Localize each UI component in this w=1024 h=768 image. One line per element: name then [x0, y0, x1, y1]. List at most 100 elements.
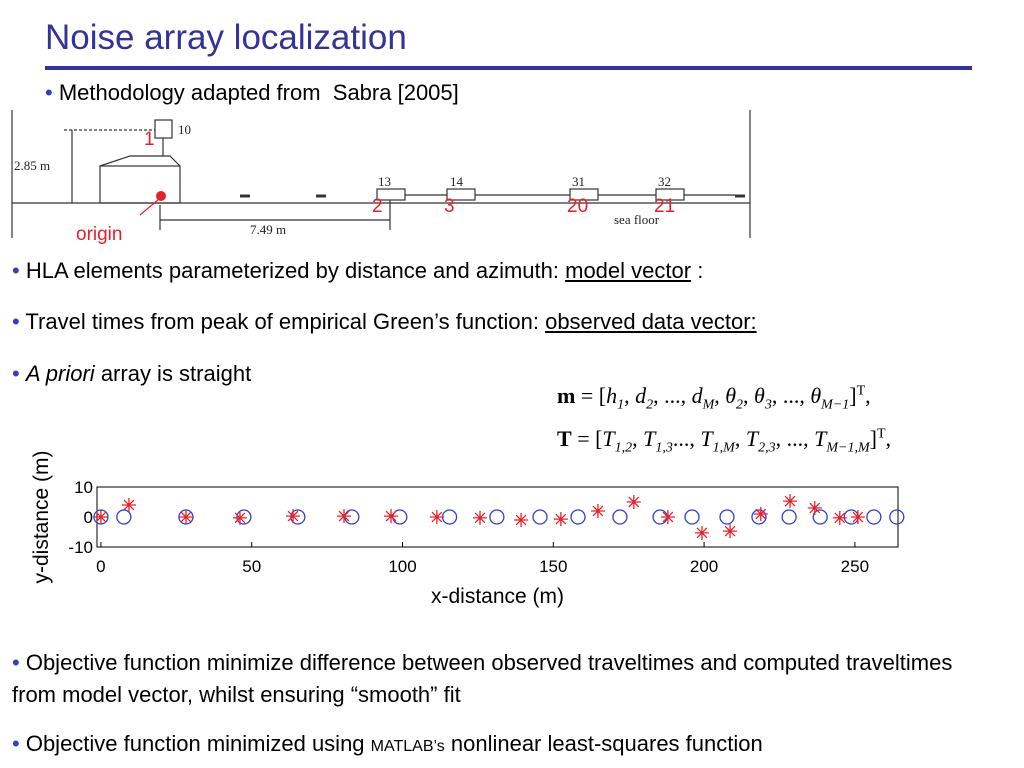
eq-subscript: M−1,M	[826, 440, 870, 456]
origin-dot	[156, 191, 166, 201]
data-point	[116, 509, 132, 525]
data-point	[812, 509, 828, 525]
diagram-label: 14	[450, 174, 464, 189]
data-point	[694, 525, 709, 540]
eq-text: ,	[743, 383, 755, 408]
data-point	[532, 509, 548, 525]
bullet-term: model vector	[565, 258, 692, 283]
data-point	[514, 513, 529, 527]
bullet-text: Objective function minimize difference b…	[12, 650, 959, 707]
eq-text: ,	[632, 426, 644, 451]
eq-text: ,	[865, 383, 871, 408]
element-number: 20	[567, 196, 588, 217]
subtitle: Methodology adapted from Sabra [2005]	[45, 80, 459, 106]
data-point	[236, 509, 252, 525]
eq-text: = [	[575, 383, 607, 408]
eq-symbol: T1,3	[643, 426, 673, 455]
data-point	[753, 507, 768, 521]
data-point	[889, 509, 905, 525]
data-point	[850, 510, 865, 524]
data-point	[626, 495, 641, 509]
diagram-label: 13	[378, 174, 391, 189]
eq-base: d	[691, 383, 703, 408]
eq-subscript: 2,3	[758, 440, 776, 456]
bullet-term: A priori	[25, 361, 95, 386]
bullet-text: nonlinear least-squares function	[444, 731, 763, 756]
eq-text: , ...,	[653, 383, 692, 408]
eq-symbol: h1	[606, 383, 624, 412]
bullet-term: observed data vector:	[545, 309, 757, 334]
eq-base: d	[635, 383, 647, 408]
data-point	[344, 509, 360, 525]
eq-subscript: 2	[646, 397, 654, 413]
data-point	[590, 504, 605, 518]
x-tick-label: 200	[690, 557, 718, 576]
eq-symbol: T2,3	[746, 426, 776, 455]
data-point	[473, 510, 488, 525]
diagram-label: 32	[658, 174, 671, 189]
data-point	[489, 509, 505, 525]
data-point	[429, 510, 444, 524]
equation: m = [h1, d2, ..., dM, θ2, θ3, ..., θM−1]…	[557, 383, 871, 413]
eq-subscript: 1,3	[655, 440, 673, 456]
bullet-text: Objective function minimized using	[25, 731, 371, 756]
element-number: 2	[372, 196, 383, 217]
bullet-text: HLA elements parameterized by distance a…	[25, 258, 566, 283]
eq-text: ...,	[672, 426, 701, 451]
data-point	[93, 510, 108, 524]
data-point	[807, 501, 822, 515]
eq-symbol: d2	[635, 383, 653, 412]
eq-base: θ	[725, 383, 737, 408]
x-axis-label: x-distance (m)	[431, 585, 564, 608]
eq-text: ,	[624, 383, 636, 408]
eq-text: ,	[885, 426, 892, 451]
data-point	[570, 509, 586, 525]
eq-text: ,	[714, 383, 726, 408]
data-point	[684, 509, 700, 525]
data-point	[384, 509, 399, 524]
eq-base: T	[814, 426, 827, 451]
bullet-text: array is straight	[94, 361, 252, 386]
eq-text: , ...,	[771, 383, 811, 408]
eq-subscript: 1	[617, 397, 625, 413]
x-tick-label: 100	[388, 557, 416, 576]
eq-text: , ...,	[775, 426, 815, 451]
eq-text: ,	[734, 426, 746, 451]
plot-frame	[96, 486, 899, 548]
data-point	[783, 494, 798, 509]
origin-label: origin	[76, 224, 122, 245]
diagram-label: 31	[572, 174, 585, 189]
eq-subscript: 2	[736, 397, 744, 413]
eq-symbol: θ2	[725, 383, 743, 412]
eq-symbol: dM	[691, 383, 715, 412]
bullet-text: Travel times from peak of empirical Gree…	[25, 309, 546, 334]
eq-base: h	[606, 383, 618, 408]
eq-subscript: 1,2	[614, 440, 633, 456]
data-point	[178, 510, 193, 524]
bullet: Objective function minimize difference b…	[12, 647, 972, 711]
eq-base: T	[700, 426, 713, 451]
diagram-label: 2.85 m	[14, 158, 50, 173]
data-point	[719, 509, 735, 525]
eq-symbol: θM−1	[810, 383, 849, 412]
bullet: A priori array is straight	[12, 361, 251, 387]
bullet: Travel times from peak of empirical Gree…	[12, 309, 757, 335]
element-number: 1	[144, 129, 155, 150]
data-point	[286, 509, 301, 524]
data-point	[612, 509, 628, 525]
bullet-term: MATLAB’s	[370, 738, 445, 755]
eq-text: ]	[869, 426, 877, 451]
eq-symbol: T1,2	[602, 426, 632, 455]
eq-superscript: T	[876, 426, 886, 442]
equation: T = [T1,2, T1,3..., T1,M, T2,3, ..., TM−…	[557, 426, 891, 456]
eq-text: m	[557, 383, 576, 408]
y-tick-label: -10	[68, 538, 93, 557]
data-point	[553, 512, 568, 527]
diagram-label: 10	[178, 122, 191, 137]
eq-base: T	[643, 426, 656, 451]
data-point	[660, 510, 675, 524]
x-tick-label: 0	[96, 557, 105, 576]
element-number: 3	[444, 196, 455, 217]
x-tick-label: 50	[242, 557, 261, 576]
